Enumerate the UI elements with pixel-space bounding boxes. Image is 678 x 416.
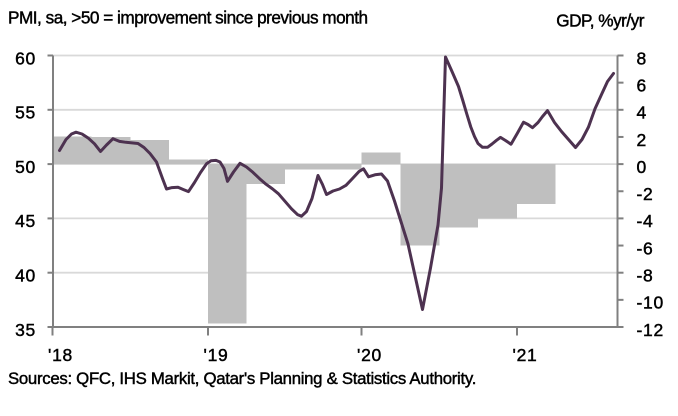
svg-text:'18: '18 [48,345,73,365]
svg-text:'21: '21 [513,345,538,365]
svg-text:40: 40 [15,266,36,286]
svg-text:-6: -6 [637,238,654,258]
svg-text:4: 4 [637,103,647,123]
svg-text:60: 60 [15,48,36,68]
svg-text:2: 2 [637,130,647,150]
svg-text:-12: -12 [637,320,664,340]
svg-text:55: 55 [15,103,36,123]
svg-text:PMI, sa, >50 = improvement sin: PMI, sa, >50 = improvement since previou… [8,7,368,27]
svg-text:-4: -4 [637,211,654,231]
svg-text:45: 45 [15,211,36,231]
svg-text:GDP, %yr/yr: GDP, %yr/yr [556,11,645,31]
svg-text:-2: -2 [637,184,654,204]
svg-text:Sources: QFC, IHS Markit, Qata: Sources: QFC, IHS Markit, Qatar's Planni… [8,369,476,388]
svg-text:'20: '20 [357,345,382,365]
svg-text:35: 35 [15,320,36,340]
svg-text:0: 0 [637,157,647,177]
svg-text:6: 6 [637,76,647,96]
svg-text:-8: -8 [637,266,654,286]
svg-text:-10: -10 [637,293,664,313]
svg-text:50: 50 [15,157,36,177]
svg-text:'19: '19 [204,345,229,365]
svg-text:8: 8 [637,48,647,68]
